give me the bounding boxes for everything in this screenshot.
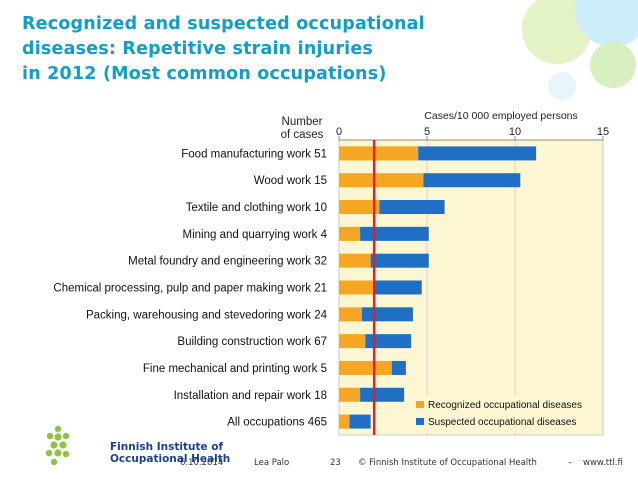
x-tick-label: 0 (336, 126, 342, 138)
bar-segment (339, 200, 380, 215)
bar-segment (391, 360, 406, 375)
bar-segment (339, 414, 350, 429)
bar-segment (339, 146, 419, 161)
bar-segment (360, 226, 429, 241)
legend-swatch (416, 418, 424, 425)
y-axis-label: Number (282, 116, 323, 128)
category-label: Wood work 15 (254, 175, 327, 187)
bar-segment (339, 173, 424, 188)
category-label: Installation and repair work 18 (174, 390, 327, 402)
bar-segment (339, 280, 375, 295)
bar-segment (370, 253, 429, 268)
bar-segment (418, 146, 537, 161)
bar-segment (339, 226, 361, 241)
y-axis-label: of cases (281, 129, 324, 141)
bar-segment (339, 253, 371, 268)
footer-author: Lea Palo (254, 458, 290, 468)
decorative-circle (590, 42, 636, 88)
legend-label: Suspected occupational diseases (428, 417, 576, 428)
bar-segment (365, 334, 412, 349)
category-label: Mining and quarrying work 4 (183, 229, 328, 241)
bar-segment (339, 307, 362, 322)
footer-copyright: © Finnish Institute of Occupational Heal… (358, 458, 537, 468)
title-line: Recognized and suspected occupational (22, 14, 425, 34)
x-tick-label: 15 (597, 126, 609, 138)
x-tick-label: 10 (509, 126, 521, 138)
bar-segment (339, 334, 366, 349)
footer-date: 6.10.2014 (180, 458, 224, 468)
bar-segment (423, 173, 521, 188)
bar-segment (374, 280, 422, 295)
category-label: Building construction work 67 (177, 336, 327, 348)
category-label: Fine mechanical and printing work 5 (143, 363, 327, 375)
logo-text-line1: Finnish Institute of (110, 441, 224, 453)
footer-page-number: 23 (330, 458, 341, 468)
x-tick-label: 5 (424, 126, 430, 138)
bar-segment (349, 414, 371, 429)
bar-segment (360, 387, 405, 402)
decorative-circle (548, 72, 576, 100)
bar-segment (339, 387, 361, 402)
category-label: Chemical processing, pulp and paper maki… (53, 283, 327, 295)
footer-separator: – (568, 458, 573, 468)
bar-segment (379, 200, 445, 215)
category-label: Packing, warehousing and stevedoring wor… (86, 309, 328, 321)
category-label: All occupations 465 (227, 417, 327, 429)
category-label: Metal foundry and engineering work 32 (128, 256, 327, 268)
title-line: diseases: Repetitive strain injuries (22, 39, 374, 59)
legend-label: Recognized occupational diseases (428, 400, 582, 411)
title-line: in 2012 (Most common occupations) (22, 64, 387, 84)
category-label: Textile and clothing work 10 (186, 202, 327, 214)
footer-url: www.ttl.fi (583, 458, 623, 468)
logo-mark-icon (45, 425, 70, 466)
slide-title: Recognized and suspected occupational di… (22, 12, 622, 87)
logo-text-line2: Occupational Health (110, 453, 231, 465)
bar-segment (339, 360, 392, 375)
legend-box (408, 395, 598, 433)
x-axis-label: Cases/10 000 employed persons (424, 110, 578, 122)
fioh-logo: Finnish Institute of Occupational Health (44, 424, 230, 472)
bar-segment (361, 307, 413, 322)
category-label: Food manufacturing work 51 (181, 148, 327, 160)
legend-swatch (416, 401, 424, 408)
